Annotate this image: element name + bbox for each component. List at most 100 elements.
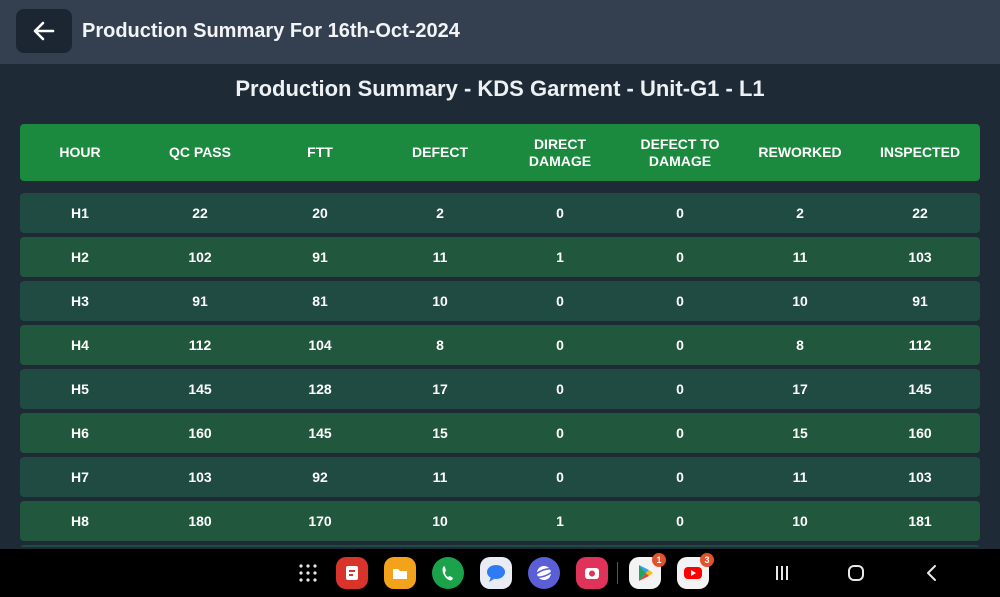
table-cell: 0 (676, 469, 684, 485)
column-header-line: DEFECT TO (640, 135, 720, 152)
table-cell: 8 (796, 337, 804, 353)
table-cell: 0 (556, 381, 564, 397)
table-cell: 0 (556, 205, 564, 221)
table-cell: 15 (432, 425, 448, 441)
table-body[interactable]: H1 22 20 2 0 0 2 22 H2 102 91 11 1 0 11 103 H3 91 81 10 0 0 10… (20, 193, 980, 547)
table-header: HOUR QC PASS FTT DEFECT DIRECT DAMAGE DEFECT T… (20, 124, 980, 181)
table-cell: H6 (71, 425, 89, 441)
table-cell: 0 (676, 337, 684, 353)
table-cell: 91 (192, 293, 208, 309)
table-row[interactable]: H5 145 128 17 0 0 17 145 (20, 369, 980, 409)
table-cell: 145 (908, 381, 932, 397)
table-cell: 8 (436, 337, 444, 353)
play-store-icon[interactable]: 1 (629, 553, 666, 589)
table-cell: 0 (676, 293, 684, 309)
table-cell: 112 (188, 337, 212, 353)
table-cell: 10 (432, 293, 448, 309)
table-cell: 181 (908, 513, 932, 529)
table-cell: 22 (912, 205, 928, 221)
table-cell: 0 (676, 425, 684, 441)
table-cell: 145 (308, 425, 332, 441)
table-cell: 0 (676, 249, 684, 265)
column-header-line: DAMAGE (648, 152, 712, 169)
table-cell: 103 (908, 249, 932, 265)
table-cell: 2 (796, 205, 804, 221)
messages-app-icon[interactable] (480, 557, 512, 589)
table-cell: H4 (71, 337, 89, 353)
table-cell: 0 (556, 293, 564, 309)
internet-app-icon[interactable] (528, 557, 560, 589)
phone-app-icon[interactable] (432, 557, 464, 589)
table-cell: 15 (792, 425, 808, 441)
column-header-line: DEFECT (412, 144, 468, 160)
table-cell: 103 (908, 469, 932, 485)
table-cell: 1 (556, 513, 564, 529)
youtube-badge: 3 (700, 553, 714, 567)
system-navigation-bar: 1 3 (0, 549, 1000, 597)
home-icon[interactable] (844, 561, 868, 585)
play-store-badge: 1 (652, 553, 666, 567)
table-cell: 0 (676, 381, 684, 397)
summary-heading: Production Summary - KDS Garment - Unit-… (235, 76, 765, 101)
table-cell: 112 (908, 337, 932, 353)
app-drawer-icon[interactable] (292, 557, 324, 589)
table-cell: 91 (912, 293, 928, 309)
table-cell: 0 (556, 425, 564, 441)
table-row[interactable]: H2 102 91 11 1 0 11 103 (20, 237, 980, 277)
table-row[interactable]: H7 103 92 11 0 0 11 103 (20, 457, 980, 497)
table-cell: H3 (71, 293, 89, 309)
table-cell: H8 (71, 513, 89, 529)
table-cell: 11 (432, 469, 448, 485)
table-row[interactable]: H6 160 145 15 0 0 15 160 (20, 413, 980, 453)
table-cell: 1 (556, 249, 564, 265)
table-cell: 81 (312, 293, 328, 309)
column-header: HOUR (20, 144, 140, 161)
table-cell: 22 (192, 205, 208, 221)
table-row[interactable]: H8 180 170 10 1 0 10 181 (20, 501, 980, 541)
youtube-icon[interactable]: 3 (677, 553, 714, 589)
table-cell: 11 (432, 249, 448, 265)
table-cell: H1 (71, 205, 89, 221)
table-row[interactable]: H3 91 81 10 0 0 10 91 (20, 281, 980, 321)
table-cell: 103 (188, 469, 212, 485)
table-cell: 17 (432, 381, 448, 397)
table-row[interactable] (20, 545, 980, 547)
table-cell: 180 (188, 513, 212, 529)
table-cell: 170 (308, 513, 332, 529)
table-cell: 11 (792, 249, 808, 265)
column-header-line: HOUR (59, 144, 101, 160)
table-row[interactable]: H4 112 104 8 0 0 8 112 (20, 325, 980, 365)
recents-icon[interactable] (770, 561, 794, 585)
taskbar-divider (617, 562, 618, 584)
column-header: INSPECTED (860, 144, 980, 161)
table-cell: H7 (71, 469, 89, 485)
table-cell: 10 (792, 293, 808, 309)
column-header: FTT (260, 144, 380, 161)
column-header-line: DAMAGE (528, 152, 592, 169)
table-cell: 17 (792, 381, 808, 397)
column-header-line: REWORKED (758, 144, 842, 160)
column-header: DEFECT (380, 144, 500, 161)
table-cell: 0 (676, 513, 684, 529)
back-nav-icon[interactable] (920, 561, 944, 585)
notes-app-icon[interactable] (336, 557, 368, 589)
column-header: QC PASS (140, 144, 260, 161)
table-cell: 102 (188, 249, 212, 265)
table-cell: 0 (556, 337, 564, 353)
table-cell: 104 (308, 337, 332, 353)
table-cell: 2 (436, 205, 444, 221)
table-cell: 128 (308, 381, 332, 397)
arrow-left-icon (33, 21, 55, 41)
page-title: Production Summary For 16th-Oct-2024 (82, 20, 460, 42)
table-cell: 160 (908, 425, 932, 441)
table-cell: 91 (312, 249, 328, 265)
table-cell: 92 (312, 469, 328, 485)
files-app-icon[interactable] (384, 557, 416, 589)
column-header-line: DIRECT (533, 135, 587, 152)
column-header-line: QC PASS (169, 144, 231, 160)
table-row[interactable]: H1 22 20 2 0 0 2 22 (20, 193, 980, 233)
table-cell: 160 (188, 425, 212, 441)
screen-recorder-icon[interactable] (576, 557, 608, 589)
back-button[interactable] (16, 9, 72, 53)
table-cell: 0 (556, 469, 564, 485)
